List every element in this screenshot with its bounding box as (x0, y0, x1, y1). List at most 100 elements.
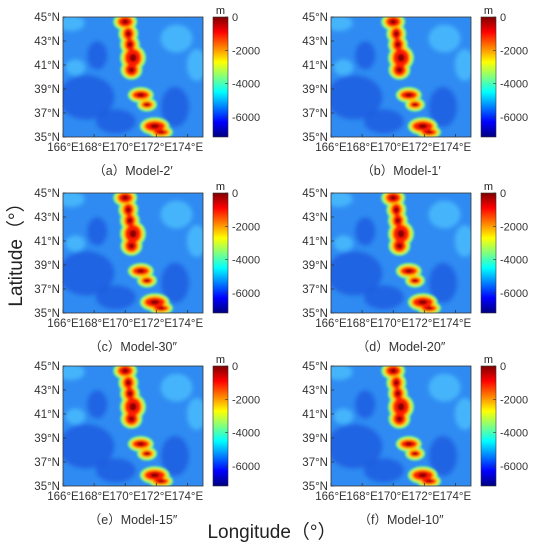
y-tick-label: 37°N (34, 108, 60, 120)
y-tick-label: 41°N (34, 60, 60, 72)
x-tick-label: 170°E (109, 491, 141, 503)
bathymetry-map (63, 193, 203, 313)
y-tick-label: 43°N (302, 36, 328, 48)
x-tick-label: 172°E (141, 318, 173, 330)
x-tick-label: 168°E (346, 491, 378, 503)
colorbar-tick-label: -6000 (232, 461, 260, 473)
deep-basins (63, 217, 189, 310)
colorbar-unit: m (484, 354, 493, 366)
colorbar-tick-label: 0 (500, 361, 506, 373)
colorbar-tick-label: -4000 (232, 428, 260, 440)
x-tick-label: 166°E (315, 491, 347, 503)
x-tick-label: 166°E (315, 142, 347, 154)
colorbar-tick-label: -2000 (500, 394, 528, 406)
shallow-areas (63, 193, 203, 257)
x-tick-label: 166°E (47, 491, 79, 503)
x-tick-label: 168°E (78, 142, 110, 154)
deep-basins (331, 390, 457, 483)
colorbar: 0 -2000 -4000 -6000 m (212, 181, 260, 314)
y-tick-label: 35°N (302, 132, 328, 144)
panel-caption: （e）Model-15″ (89, 513, 178, 527)
colorbar-tick-label: -2000 (500, 221, 528, 233)
colorbar-tick-label: 0 (232, 361, 238, 373)
shallow-areas (331, 17, 471, 81)
colorbar-tick-label: -4000 (500, 79, 528, 91)
y-tick-label: 41°N (302, 409, 328, 421)
colorbar-tick-label: -4000 (500, 428, 528, 440)
y-tick-label: 41°N (34, 409, 60, 421)
panel-caption: （d）Model-20″ (357, 340, 446, 354)
colorbar-gradient (212, 192, 229, 314)
y-tick-label: 43°N (302, 385, 328, 397)
colorbar-tick-label: -6000 (500, 112, 528, 124)
x-tick-label: 168°E (346, 142, 378, 154)
colorbar-tick-label: -4000 (500, 255, 528, 267)
bathymetry-map (331, 193, 471, 313)
x-tick-label: 170°E (109, 142, 141, 154)
y-tick-label: 35°N (34, 481, 60, 493)
colorbar-tick-label: -6000 (232, 288, 260, 300)
shallow-areas (331, 193, 471, 257)
y-tick-label: 45°N (34, 188, 60, 200)
y-tick-label: 35°N (34, 132, 60, 144)
shallow-areas (63, 366, 203, 430)
y-tick-label: 39°N (302, 433, 328, 445)
seamount-chain (381, 17, 441, 137)
x-tick-label: 174°E (440, 491, 472, 503)
y-tick-label: 41°N (34, 236, 60, 248)
y-tick-label: 37°N (34, 457, 60, 469)
colorbar-gradient (480, 365, 497, 487)
colorbar-gradient (480, 192, 497, 314)
y-tick-label: 43°N (302, 212, 328, 224)
colorbar-tick-label: -4000 (232, 79, 260, 91)
x-tick-label: 172°E (409, 318, 441, 330)
colorbar-tick-label: -4000 (232, 255, 260, 267)
axes-frame (62, 16, 204, 138)
y-tick-label: 37°N (302, 108, 328, 120)
x-tick-label: 172°E (141, 491, 173, 503)
colorbar-unit: m (216, 354, 225, 366)
x-tick-label: 174°E (172, 491, 204, 503)
seamount-chain (381, 193, 441, 313)
deep-basins (331, 217, 457, 310)
colorbar-tick-label: -2000 (232, 45, 260, 57)
axes-frame (330, 16, 472, 138)
deep-basins (63, 390, 189, 483)
x-tick-label: 174°E (172, 318, 204, 330)
y-tick-label: 43°N (34, 36, 60, 48)
y-tick-label: 37°N (302, 284, 328, 296)
x-tick-label: 172°E (409, 142, 441, 154)
x-tick-label: 170°E (377, 491, 409, 503)
y-tick-label: 45°N (302, 12, 328, 24)
axes-frame (62, 365, 204, 487)
colorbar-tick-label: 0 (500, 188, 506, 200)
y-tick-label: 45°N (302, 188, 328, 200)
y-axis-label: Latitude（°） (5, 193, 27, 306)
y-tick-label: 37°N (302, 457, 328, 469)
colorbar-unit: m (216, 181, 225, 193)
y-tick-label: 39°N (34, 260, 60, 272)
panel-caption: （a）Model-2′ (93, 164, 173, 178)
colorbar-tick-label: -6000 (500, 461, 528, 473)
bathymetry-map (331, 366, 471, 486)
colorbar-unit: m (484, 181, 493, 193)
colorbar-tick-label: 0 (232, 12, 238, 24)
colorbar: 0 -2000 -4000 -6000 m (480, 5, 528, 138)
x-tick-label: 174°E (440, 318, 472, 330)
colorbar: 0 -2000 -4000 -6000 m (212, 5, 260, 138)
seamount-chain (113, 17, 173, 137)
x-tick-label: 174°E (440, 142, 472, 154)
colorbar-tick-label: 0 (232, 188, 238, 200)
x-tick-label: 174°E (172, 142, 204, 154)
seamount-chain (381, 366, 441, 486)
colorbar-tick-label: -2000 (500, 45, 528, 57)
y-tick-label: 35°N (302, 481, 328, 493)
x-tick-label: 170°E (109, 318, 141, 330)
colorbar-gradient (212, 16, 229, 138)
colorbar-gradient (480, 16, 497, 138)
